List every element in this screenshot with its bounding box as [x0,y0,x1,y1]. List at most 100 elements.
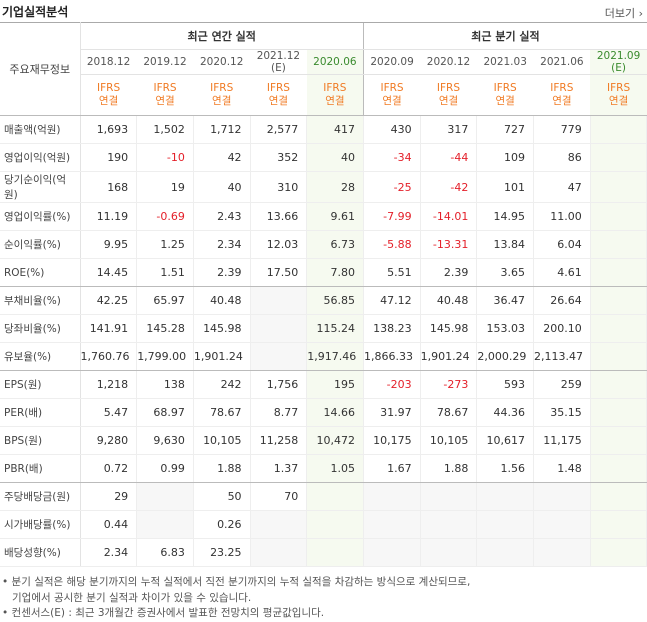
accounting-header: IFRS 연결 [476,74,534,116]
value-cell [136,510,194,539]
value-cell: 1,693 [80,115,138,144]
value-cell: 1,901.24 [193,342,251,371]
value-cell: 1.67 [362,454,421,483]
value-cell: 1,712 [193,115,251,144]
accounting-header: IFRS 연결 [590,74,647,116]
financial-table: 주요재무정보 최근 연간 실적 최근 분기 실적 2018.12 2019.12 2020… [0,22,647,567]
row-label: 부채비율(%) [0,286,81,315]
data-row: 순이익률(%) 9.95 1.25 2.34 12.03 6.73 -5.88 -13.31 1… [0,230,647,259]
value-cell: 1.88 [193,454,251,483]
accounting-label: IFRS [153,82,177,94]
accounting-label: 연결 [212,95,232,107]
value-cell: 0.99 [136,454,194,483]
value-cell [590,538,647,567]
value-cell [476,538,535,567]
accounting-header: IFRS 연결 [306,74,364,116]
value-cell [590,202,647,231]
value-cell: 13.66 [250,202,308,231]
value-cell: 2.39 [420,258,478,287]
period-header: 2020.12 [420,49,477,75]
value-cell: 12.03 [250,230,308,259]
value-cell: 6.83 [136,538,194,567]
value-cell [362,538,421,567]
period-header: 2020.06 [306,49,364,75]
value-cell: 138 [136,370,194,399]
value-cell: -44 [420,143,478,172]
value-cell: 40.48 [420,286,478,315]
value-cell: 1.51 [136,258,194,287]
accounting-label: 연결 [608,95,629,107]
value-cell: -273 [420,370,478,399]
value-cell [250,286,308,315]
accounting-header: IFRS 연결 [250,74,307,116]
value-cell: 101 [476,171,535,203]
value-cell: -203 [362,370,421,399]
value-cell [476,510,535,539]
value-cell: 11.00 [533,202,591,231]
data-row: ROE(%) 14.45 1.51 2.39 17.50 7.80 5.51 2.39 3.65… [0,258,647,287]
value-cell [590,510,647,539]
value-cell: 7.80 [306,258,364,287]
data-row: 주당배당금(원) 29 50 70 [0,482,647,511]
value-cell: 727 [476,115,535,144]
value-cell: 2,577 [250,115,308,144]
value-cell [250,342,308,371]
accounting-label: IFRS [97,82,121,94]
value-cell: 593 [476,370,535,399]
row-label: PER(배) [0,398,81,427]
value-cell: 1.37 [250,454,308,483]
footnotes: • 분기 실적은 해당 분기까지의 누적 실적에서 직전 분기까지의 누적 실적… [0,575,647,622]
value-cell: 40.48 [193,286,251,315]
value-cell: 70 [250,482,308,511]
value-cell: 5.47 [80,398,138,427]
row-label: 유보율(%) [0,342,81,371]
value-cell: 17.50 [250,258,308,287]
value-cell: 1.25 [136,230,194,259]
value-cell: 195 [306,370,364,399]
value-cell: 47 [533,171,591,203]
value-cell [590,230,647,259]
value-cell: -5.88 [362,230,421,259]
value-cell: 145.98 [193,314,251,343]
value-cell: 35.15 [533,398,591,427]
value-cell: 1.88 [420,454,478,483]
accounting-label: 연결 [495,95,515,107]
row-label: PBR(배) [0,454,81,483]
accounting-label: 연결 [552,95,572,107]
value-cell: 11,175 [533,426,591,455]
value-cell: 145.98 [420,314,478,343]
value-cell: 417 [306,115,364,144]
period-header: 2021.06 [533,49,591,75]
value-cell: 2,113.47 [533,342,591,371]
value-cell: 68.97 [136,398,194,427]
more-text[interactable]: 더보기 [604,7,636,20]
row-label: 당기순이익(억원) [0,171,81,203]
data-row: BPS(원) 9,280 9,630 10,105 11,258 10,472 10,175… [0,426,647,455]
value-cell: 28 [306,171,364,203]
row-label: 순이익률(%) [0,230,81,259]
value-cell: -14.01 [420,202,478,231]
value-cell: 10,105 [420,426,478,455]
header: 기업실적분석 더보기 › [0,0,647,22]
value-cell: 5.51 [362,258,421,287]
accounting-label: IFRS [210,82,234,94]
accounting-header: IFRS 연결 [420,74,477,116]
value-cell: 78.67 [420,398,478,427]
corner-cell: 주요재무정보 [0,22,81,116]
accounting-label: IFRS [550,82,574,94]
value-cell: 9.61 [306,202,364,231]
value-cell: 0.44 [80,510,138,539]
row-label: 당좌비율(%) [0,314,81,343]
value-cell: 14.45 [80,258,138,287]
value-cell: -7.99 [362,202,421,231]
more-link[interactable]: 더보기 › [604,7,643,20]
data-row: 매출액(억원) 1,693 1,502 1,712 2,577 417 430 317 727 7… [0,115,647,144]
value-cell [590,342,647,371]
value-cell [590,115,647,144]
value-cell: 1,917.46 [306,342,364,371]
header-row: 주요재무정보 최근 연간 실적 최근 분기 실적 [0,22,647,116]
data-row: 영업이익(억원) 190 -10 42 352 40 -34 -44 109 86 [0,143,647,172]
value-cell: 29 [80,482,138,511]
row-label: 매출액(억원) [0,115,81,144]
value-cell: 779 [533,115,591,144]
